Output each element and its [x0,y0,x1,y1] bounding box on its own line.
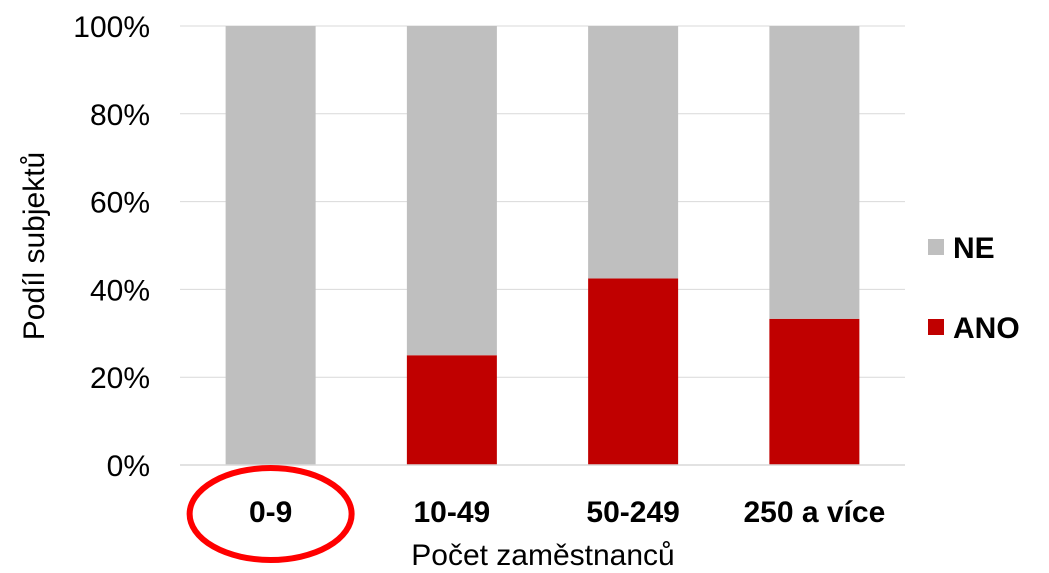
x-axis-title: Počet zaměstnanců [411,539,674,572]
y-tick-label: 60% [90,187,150,220]
y-tick-label: 40% [90,274,150,307]
bar-ano-3 [769,318,860,465]
bar-ne-1 [406,26,497,356]
bar-ne-0 [225,26,316,465]
y-axis-title: Podíl subjektů [18,152,51,340]
legend-swatch-ne [928,239,944,255]
category-label: 10-49 [414,496,491,529]
legend-swatch-ano [928,319,944,335]
y-tick-label: 0% [107,450,150,483]
legend: NE ANO [928,232,1020,345]
bar-ano-2 [588,278,679,465]
y-tick-labels: 0% 20% 40% 60% 80% 100% [73,11,150,483]
y-tick-label: 20% [90,362,150,395]
bar-ne-3 [769,26,860,319]
category-labels: 0-9 10-49 50-249 250 a více [249,496,885,529]
highlight-ellipse [186,465,355,563]
category-label: 250 a více [743,496,885,529]
legend-label-ano: ANO [953,312,1020,345]
category-label: 50-249 [586,496,679,529]
legend-label-ne: NE [953,232,995,265]
bars [225,26,860,465]
bar-ne-2 [588,26,679,279]
bar-ano-1 [406,355,497,465]
y-tick-label: 100% [73,11,150,44]
category-label: 0-9 [249,496,292,529]
y-tick-label: 80% [90,99,150,132]
